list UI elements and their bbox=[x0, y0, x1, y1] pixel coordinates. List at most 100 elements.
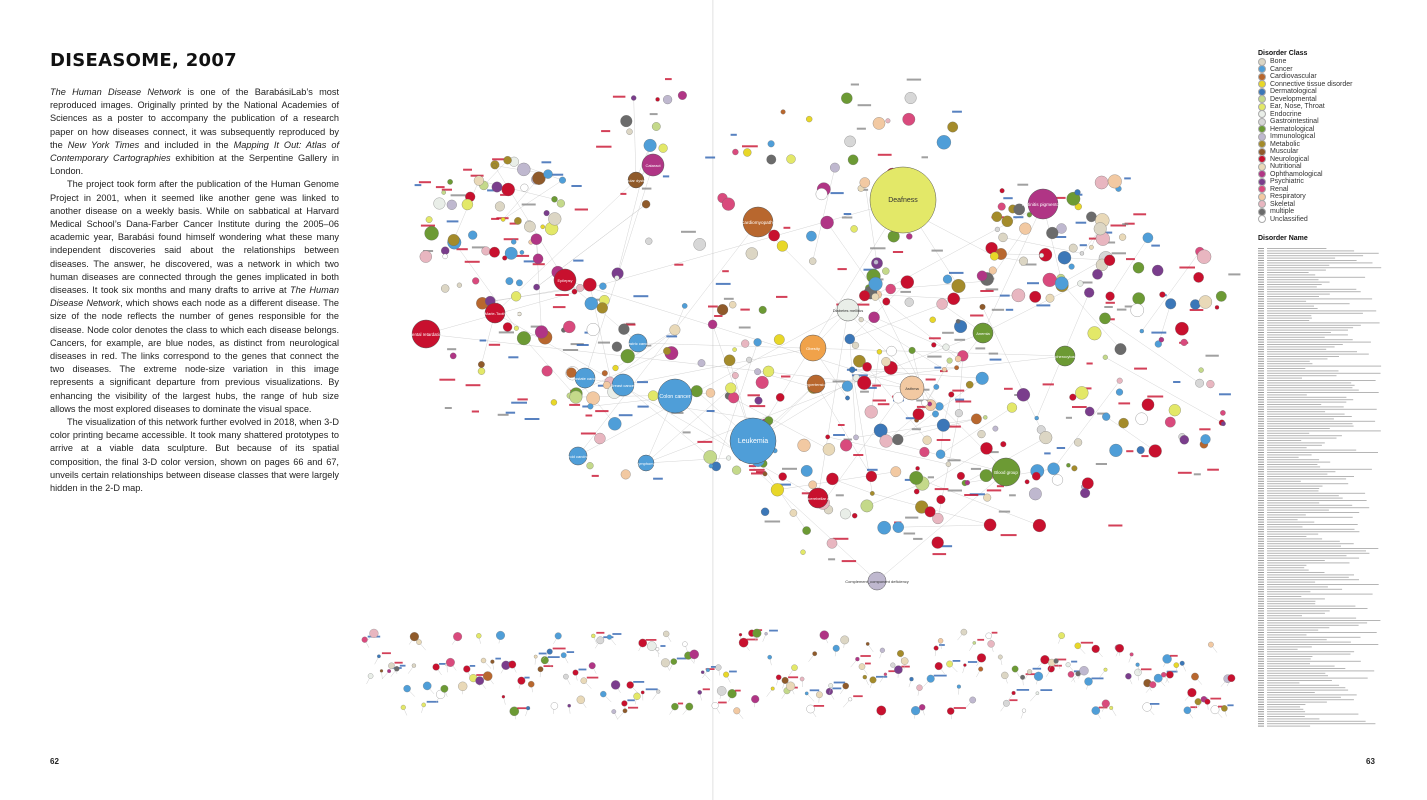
disease-node bbox=[505, 277, 514, 285]
disease-node bbox=[1086, 211, 1097, 223]
disease-node bbox=[655, 97, 660, 102]
disorder-name-line bbox=[1267, 262, 1373, 264]
disease-node bbox=[945, 461, 952, 467]
gene-label-mark bbox=[446, 220, 459, 223]
component-node bbox=[610, 680, 621, 690]
gene-label-mark bbox=[637, 405, 649, 408]
disease-node bbox=[786, 154, 796, 164]
disease-node bbox=[708, 463, 714, 469]
disorder-name-line bbox=[1267, 632, 1377, 633]
disorder-name-line bbox=[1267, 564, 1307, 566]
gene-label-mark bbox=[970, 467, 981, 470]
component-gene-mark bbox=[1150, 703, 1160, 705]
component-gene-mark bbox=[1141, 668, 1152, 671]
component-node bbox=[422, 681, 432, 691]
disease-node bbox=[477, 367, 486, 375]
component-gene-mark bbox=[833, 681, 846, 684]
disease-node bbox=[992, 425, 999, 432]
gene-label-mark bbox=[939, 545, 953, 548]
disease-node bbox=[514, 217, 522, 225]
gene-label-mark bbox=[641, 187, 652, 190]
component-node bbox=[832, 644, 840, 652]
disease-node bbox=[971, 413, 982, 425]
disease-node bbox=[1215, 290, 1227, 302]
disease-node bbox=[770, 483, 784, 497]
component-node bbox=[1021, 708, 1027, 713]
disorder-name-number bbox=[1258, 353, 1264, 355]
disorder-name-line bbox=[1267, 596, 1302, 597]
disorder-name-line bbox=[1267, 360, 1310, 362]
disease-node bbox=[569, 390, 583, 404]
gene-label-mark bbox=[620, 192, 627, 195]
gene-label-mark bbox=[1105, 301, 1115, 304]
component-node bbox=[919, 704, 926, 711]
component-node bbox=[1166, 670, 1174, 679]
disease-node bbox=[802, 526, 811, 535]
text-run: exhibition at the Serpentine Gallery in … bbox=[50, 153, 339, 177]
component-node bbox=[883, 672, 888, 676]
disorder-name-number bbox=[1258, 622, 1264, 624]
component-node bbox=[1020, 674, 1026, 680]
disorder-name-line bbox=[1267, 432, 1310, 434]
gene-label-mark bbox=[952, 110, 962, 113]
disease-node bbox=[1116, 377, 1123, 384]
network-edge bbox=[483, 160, 508, 186]
disease-node bbox=[983, 518, 997, 532]
disease-node bbox=[808, 480, 817, 490]
gene-label-mark bbox=[1173, 381, 1181, 383]
gene-label-mark bbox=[618, 414, 633, 417]
component-node bbox=[633, 692, 641, 700]
gene-label-mark bbox=[911, 428, 921, 431]
disorder-name-number bbox=[1258, 598, 1264, 600]
disease-hub: Deafness bbox=[869, 166, 937, 234]
component-node bbox=[606, 634, 612, 640]
disease-node bbox=[517, 311, 522, 317]
disorder-name-line bbox=[1267, 716, 1305, 717]
gene-label-mark bbox=[515, 254, 530, 257]
legend-item: Neurological bbox=[1258, 155, 1398, 164]
disorder-name-number bbox=[1258, 713, 1264, 715]
gene-label-mark bbox=[1177, 471, 1192, 474]
disease-hub-circle bbox=[806, 374, 826, 394]
gene-label-mark bbox=[1126, 450, 1134, 453]
disease-node bbox=[954, 365, 959, 371]
disorder-name-number bbox=[1258, 281, 1264, 283]
gene-label-mark bbox=[1179, 266, 1195, 269]
gene-label-mark bbox=[1122, 223, 1129, 226]
network-edge bbox=[877, 294, 957, 300]
disease-node bbox=[1152, 264, 1164, 277]
component-node bbox=[1187, 688, 1197, 698]
disease-node bbox=[643, 138, 657, 152]
disease-node bbox=[513, 325, 519, 331]
component-node bbox=[655, 647, 660, 651]
disease-node bbox=[556, 199, 565, 208]
component-node bbox=[1067, 671, 1075, 678]
disorder-name-number bbox=[1258, 641, 1264, 643]
disease-node bbox=[596, 302, 608, 314]
disorder-name-number bbox=[1258, 584, 1264, 585]
disease-node bbox=[1038, 248, 1053, 262]
network-edge bbox=[911, 350, 925, 404]
legend-label: Ophthamological bbox=[1270, 170, 1323, 178]
disorder-name-line bbox=[1267, 444, 1322, 446]
disease-node bbox=[975, 371, 989, 385]
component-node bbox=[682, 641, 688, 647]
gene-label-mark bbox=[1141, 455, 1149, 458]
component-node bbox=[890, 662, 896, 668]
legend-label: Skeletal bbox=[1270, 200, 1295, 208]
component-node bbox=[972, 641, 977, 645]
disease-hub-circle bbox=[484, 302, 506, 324]
disease-node bbox=[663, 95, 673, 105]
disorder-name-number bbox=[1258, 704, 1264, 705]
disorder-name-line bbox=[1267, 593, 1373, 595]
disorder-name-number bbox=[1258, 464, 1264, 465]
disease-node bbox=[697, 359, 706, 367]
component-node bbox=[764, 632, 768, 636]
disorder-name-line bbox=[1267, 334, 1348, 336]
component-node bbox=[840, 635, 850, 645]
gene-label-mark bbox=[749, 468, 765, 471]
disorder-name-line bbox=[1267, 677, 1368, 679]
disease-hub: Spinocerebellar ataxia bbox=[798, 487, 839, 509]
component-node bbox=[509, 706, 520, 717]
disease-node bbox=[543, 210, 550, 217]
